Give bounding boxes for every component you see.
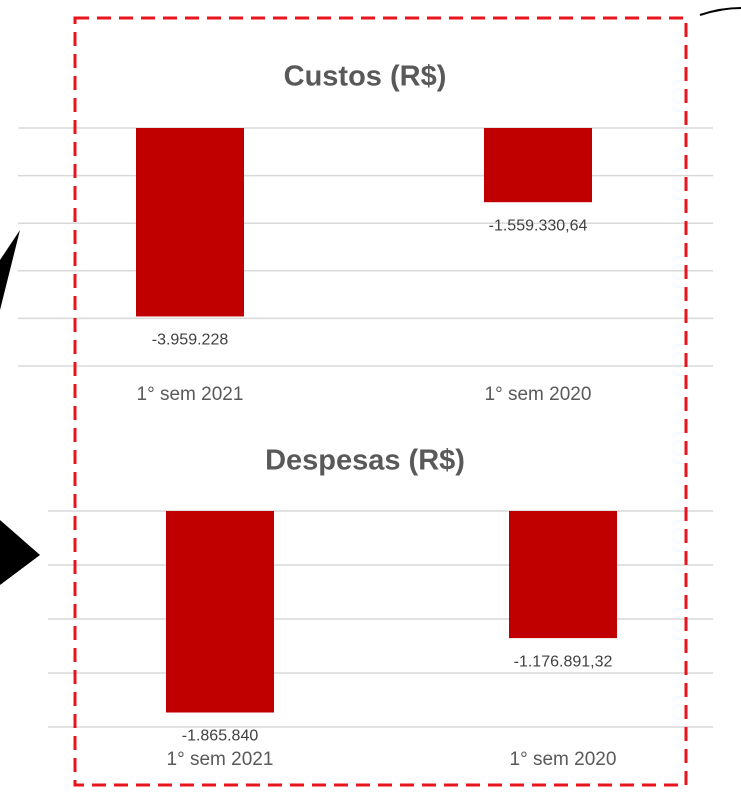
chart-title: Custos (R$)	[284, 61, 447, 93]
decoration	[0, 230, 20, 310]
x-tick-label: 1° sem 2020	[485, 384, 592, 405]
bar	[136, 128, 244, 317]
data-label: -1.559.330,64	[489, 217, 588, 234]
x-tick-label: 1° sem 2021	[137, 384, 244, 405]
x-tick-label: 1° sem 2020	[510, 749, 617, 770]
charts: Custos (R$) -3.959.228 1° sem 2021 -1.559.3…	[18, 61, 713, 770]
data-label: -1.865.840	[182, 728, 259, 745]
bar	[484, 128, 592, 203]
bar	[166, 511, 274, 713]
data-label: -1.176.891,32	[514, 653, 613, 670]
data-label: -3.959.228	[152, 332, 229, 349]
chart-title: Despesas (R$)	[265, 445, 465, 477]
decoration	[699, 7, 741, 16]
bar	[509, 511, 617, 639]
x-tick-label: 1° sem 2021	[167, 749, 274, 770]
decoration	[0, 520, 40, 585]
selection-frame	[73, 16, 688, 787]
